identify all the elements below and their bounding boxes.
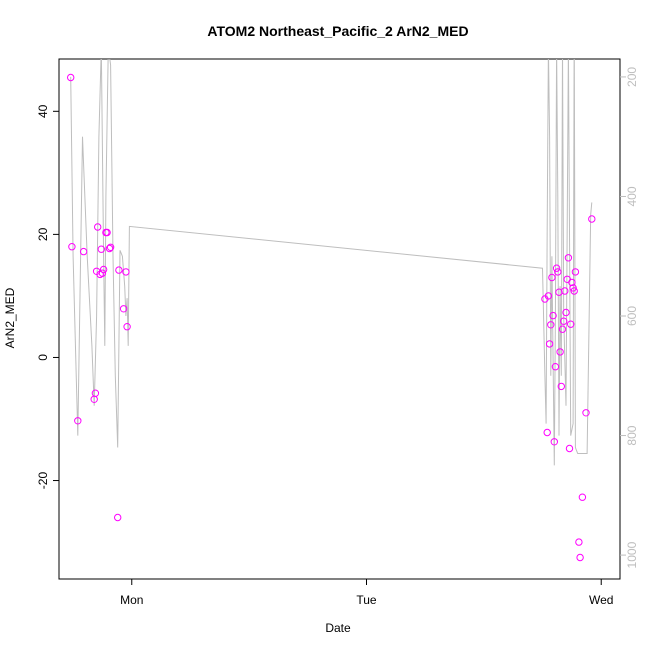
data-point (74, 417, 82, 425)
data-point (554, 268, 562, 276)
data-point (115, 266, 123, 274)
data-point (567, 320, 575, 328)
y-tick-label: 20 (36, 227, 50, 241)
data-point (99, 265, 108, 274)
x-tick-label: Wed (589, 593, 613, 607)
data-point (67, 73, 75, 82)
data-point (571, 268, 580, 276)
data-point (557, 382, 565, 391)
data-point (556, 348, 564, 356)
data-point (98, 269, 107, 277)
data-point (68, 243, 76, 251)
data-point (588, 215, 596, 223)
data-point (562, 308, 570, 317)
x-tick-label: Mon (120, 593, 143, 607)
data-point (569, 284, 577, 292)
data-point (106, 243, 115, 252)
secondary-y-tick-label: 800 (625, 425, 639, 445)
data-point (105, 244, 114, 253)
data-point (79, 247, 88, 256)
data-point (552, 264, 561, 272)
chart-title: ATOM2 Northeast_Pacific_2 ArN2_MED (207, 23, 468, 39)
data-point (550, 438, 558, 446)
data-point (544, 292, 553, 300)
data-point (564, 254, 573, 262)
x-axis-label: Date (325, 621, 351, 635)
data-point (547, 321, 555, 329)
data-point (578, 493, 587, 501)
data-point (548, 273, 556, 282)
data-point (565, 444, 574, 453)
y-tick-label: -20 (36, 472, 50, 490)
y-tick-label: 40 (36, 104, 50, 118)
data-point (582, 409, 590, 417)
y-tick-label: 0 (36, 354, 50, 361)
data-point (549, 311, 557, 320)
data-point (103, 228, 111, 237)
data-point (568, 278, 576, 287)
data-point (91, 389, 100, 397)
x-axis: Mon Tue Wed (120, 579, 613, 607)
data-point (560, 317, 568, 325)
y-axis-label: ArN2_MED (3, 287, 17, 348)
secondary-y-tick-label: 600 (625, 306, 639, 326)
data-point (114, 513, 122, 522)
data-point (97, 245, 106, 253)
data-point (561, 287, 569, 295)
secondary-y-tick-label: 400 (625, 186, 639, 206)
plot-frame (58, 58, 621, 580)
data-point (545, 340, 554, 348)
data-point (575, 538, 583, 546)
data-point (576, 553, 584, 562)
secondary-y-axis: 200 400 600 800 1000 (620, 67, 639, 568)
data-point (551, 363, 560, 371)
data-point (122, 268, 130, 276)
plot-layer (67, 59, 596, 562)
y-axis: -20 0 20 40 (36, 104, 59, 489)
depth-line (70, 59, 593, 466)
data-point (94, 223, 102, 231)
secondary-y-tick-label: 200 (625, 67, 639, 87)
data-point (123, 323, 131, 331)
data-point (119, 305, 128, 313)
secondary-y-tick-label: 1000 (625, 541, 639, 568)
data-point (570, 287, 578, 295)
x-tick-label: Tue (356, 593, 377, 607)
data-point (558, 325, 567, 333)
data-point (543, 428, 551, 437)
